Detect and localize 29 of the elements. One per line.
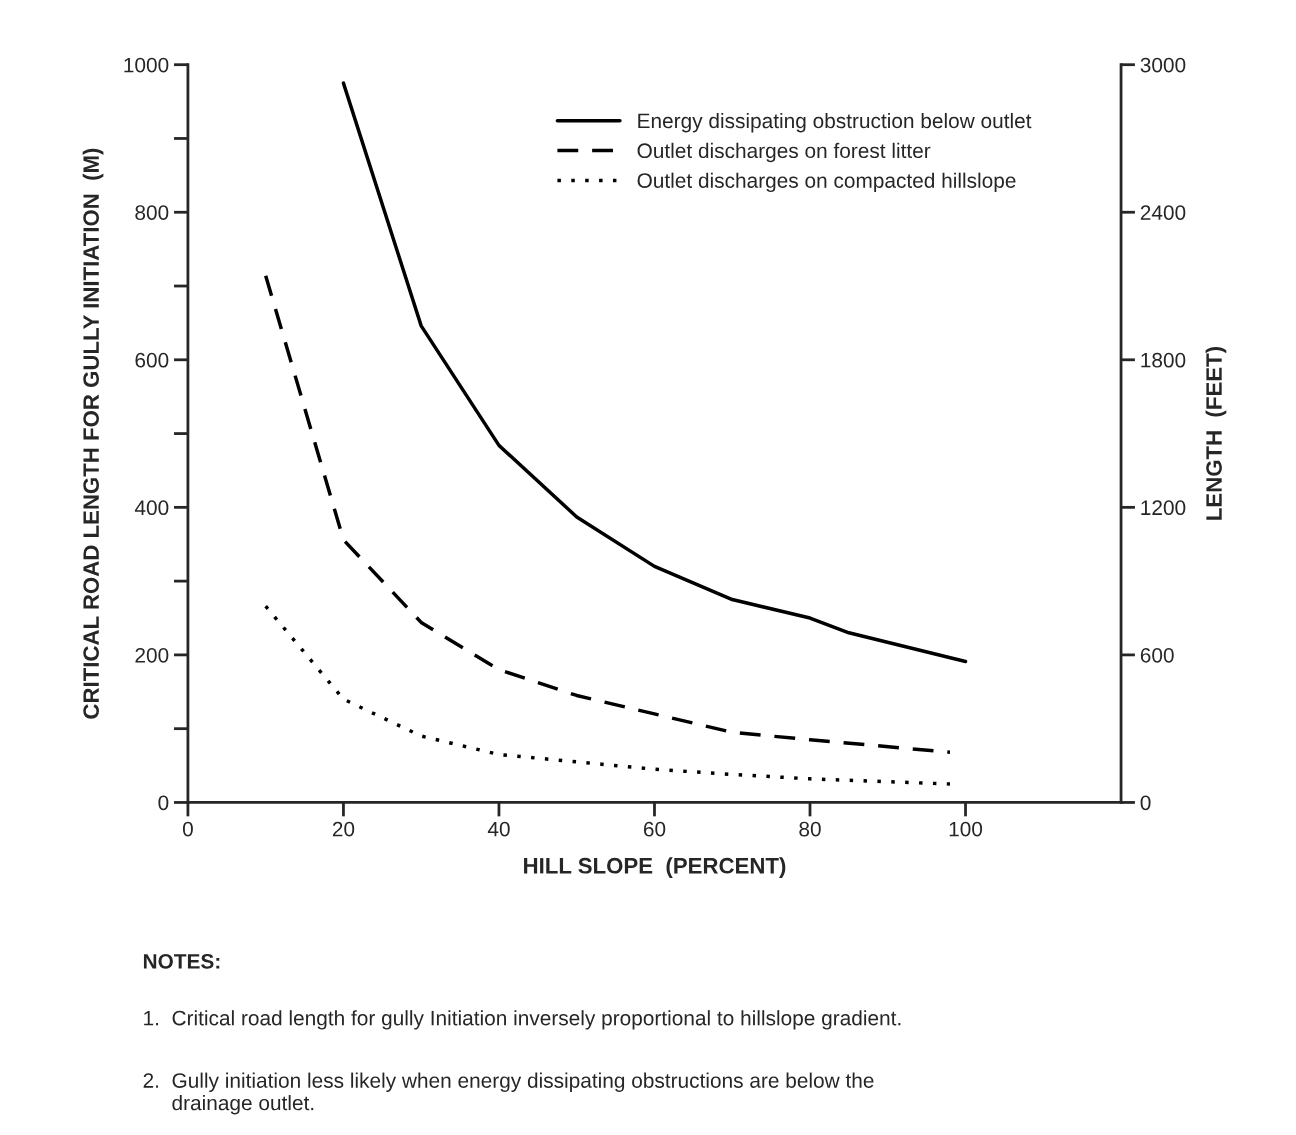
- x-tick-label: 40: [487, 821, 510, 837]
- y2-tick-label: 1800: [1141, 352, 1186, 368]
- legend-label: Energy dissipating obstruction below outlet: [638, 112, 1032, 133]
- y-tick-label: 800: [135, 205, 169, 220]
- y2-tick-label: 600: [1140, 647, 1174, 663]
- text: 2. Gully initiation less likely when energy dissipating obstructions are below the drainage outlet.: [143, 1072, 874, 1115]
- line-series: [263, 273, 952, 755]
- y-tick-label: 600: [135, 352, 169, 368]
- x-axis-title: HILL SLOPE (PERCENT): [524, 857, 786, 878]
- y2-tick-label: 1200: [1141, 500, 1186, 516]
- y-tick-label: 1000: [124, 57, 169, 73]
- legend-label: Outlet discharges on forest litter: [637, 142, 931, 163]
- y2-tick-label: 3000: [1140, 57, 1186, 73]
- y2-tick-label: 0: [1140, 795, 1151, 811]
- y-tick-label: 200: [135, 647, 169, 663]
- y-tick-label: 0: [158, 795, 169, 811]
- text: NOTES:: [143, 953, 220, 969]
- x-tick-label: 100: [949, 821, 983, 837]
- y2-tick-label: 2400: [1140, 205, 1186, 220]
- x-tick-label: 80: [799, 821, 821, 837]
- y-tick-label: 400: [134, 500, 169, 516]
- text: 1. Critical road length for gully Initiation inversely proportional to hillslope gradient.: [144, 1010, 901, 1030]
- legend-label: Outlet discharges on compacted hillslope: [637, 172, 1016, 193]
- y2-axis-title: LENGTH (FEET): [1205, 347, 1227, 520]
- x-tick-label: 60: [643, 821, 666, 837]
- y-axis-title: CRITICAL ROAD LENGTH FOR GULLY INITIATION (M): [82, 148, 104, 719]
- x-tick-label: 0: [182, 821, 193, 837]
- x-tick-label: 20: [332, 821, 355, 837]
- line-series: [263, 604, 952, 786]
